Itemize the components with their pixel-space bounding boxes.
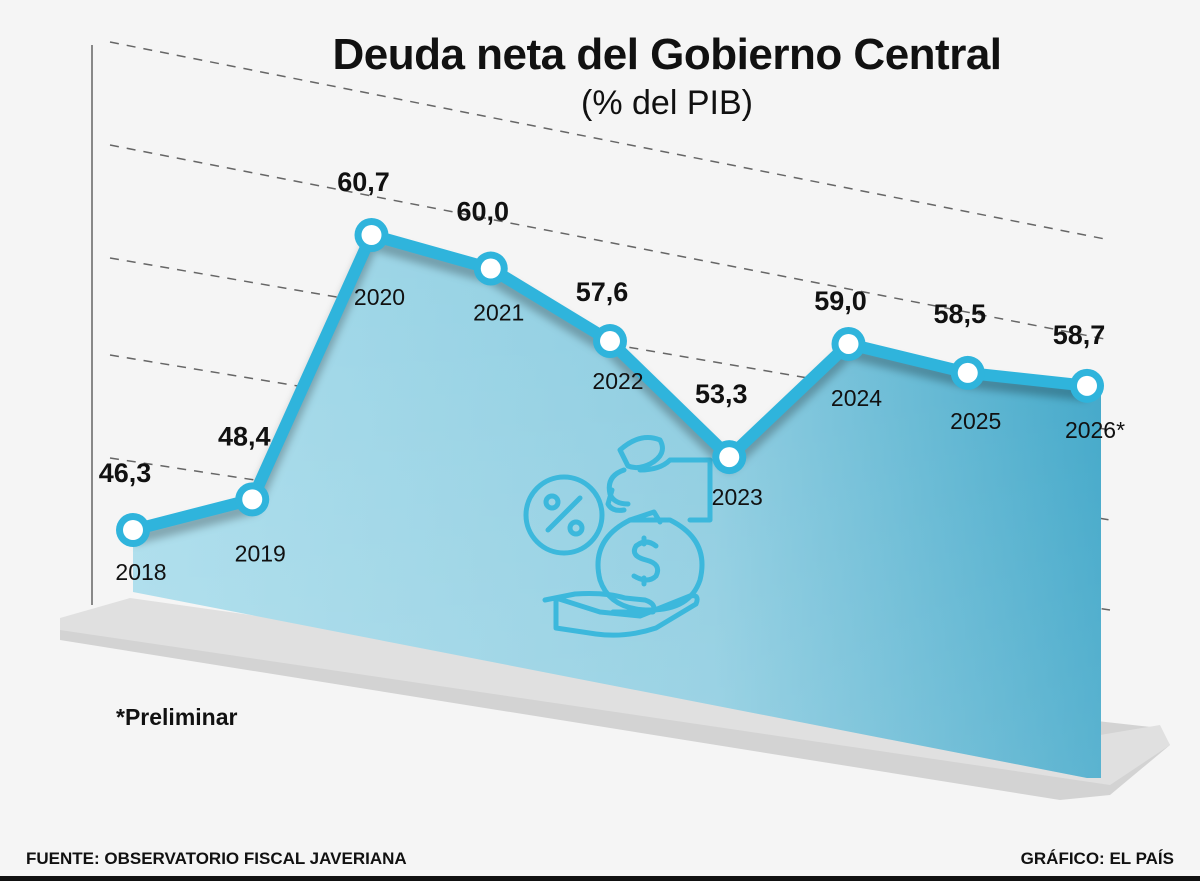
category-labels: 2018 2019 2020 2021 2022 2023 2024 2025 2026* xyxy=(115,284,1125,585)
point-marker xyxy=(480,258,501,279)
category-label: 2026* xyxy=(1065,417,1125,443)
data-labels: 46,3 48,4 60,7 60,0 57,6 53,3 59,0 58,5 58,7 xyxy=(99,167,1106,488)
area-fill xyxy=(133,235,1101,778)
area-highlight xyxy=(133,235,1101,778)
chart-subtitle: (% del PIB) xyxy=(581,84,753,122)
data-label: 58,5 xyxy=(933,299,986,329)
data-label: 46,3 xyxy=(99,458,152,488)
data-label: 53,3 xyxy=(695,379,748,409)
data-label: 60,7 xyxy=(337,167,390,197)
data-label: 57,6 xyxy=(576,277,629,307)
category-label: 2021 xyxy=(473,300,524,326)
money-bag-icon xyxy=(523,435,713,638)
category-label: 2020 xyxy=(354,284,405,310)
point-marker xyxy=(123,520,143,540)
data-label: 58,7 xyxy=(1053,320,1106,350)
category-label: 2019 xyxy=(235,540,286,566)
point-marker xyxy=(242,489,263,510)
point-marker xyxy=(1077,375,1097,396)
category-label: 2022 xyxy=(592,368,643,394)
source-credit: FUENTE: OBSERVATORIO FISCAL JAVERIANA xyxy=(26,849,407,868)
point-marker xyxy=(600,331,620,352)
footnote: *Preliminar xyxy=(116,704,238,730)
category-label: 2018 xyxy=(115,559,166,585)
chart-title: Deuda neta del Gobierno Central xyxy=(332,30,1002,79)
point-marker xyxy=(838,333,859,354)
graphic-credit: GRÁFICO: EL PAÍS xyxy=(1020,849,1174,868)
bottom-rule xyxy=(0,876,1200,881)
point-marker xyxy=(719,447,740,468)
point-marker xyxy=(957,362,978,383)
point-marker xyxy=(361,225,382,245)
category-label: 2023 xyxy=(712,484,763,510)
data-label: 48,4 xyxy=(218,421,271,451)
category-label: 2025 xyxy=(950,408,1001,434)
data-label: 59,0 xyxy=(814,286,867,316)
series-markers xyxy=(116,218,1104,547)
data-label: 60,0 xyxy=(456,197,509,227)
category-label: 2024 xyxy=(831,385,882,411)
